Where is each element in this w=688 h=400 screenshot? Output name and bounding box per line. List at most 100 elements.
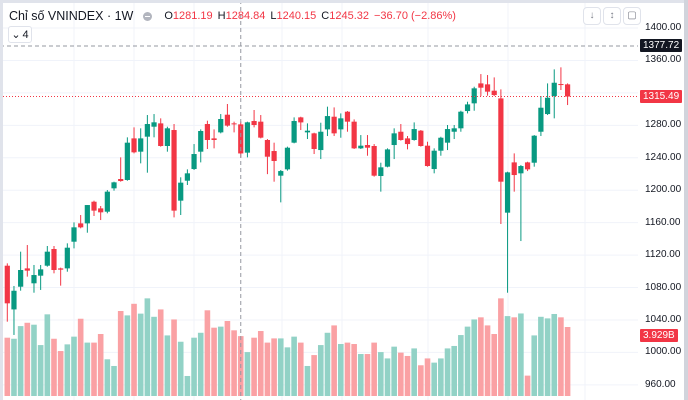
price-axis-label: 1120.00 bbox=[645, 249, 681, 261]
volume-bar bbox=[251, 337, 257, 396]
volume-bar bbox=[157, 309, 164, 396]
left-border bbox=[0, 0, 3, 400]
candle-body bbox=[338, 118, 344, 130]
collapse-indicators-button[interactable]: ⌄ 4 bbox=[8, 26, 32, 43]
candle-body bbox=[198, 130, 204, 152]
candle-body bbox=[464, 104, 471, 112]
candle-body bbox=[478, 83, 484, 88]
volume-bar bbox=[97, 334, 104, 396]
volume-bar bbox=[277, 338, 284, 396]
volume-bar bbox=[524, 375, 531, 396]
fullscreen-icon: ▢ bbox=[627, 10, 637, 21]
candle-body bbox=[431, 150, 437, 170]
volume-bar bbox=[391, 346, 397, 396]
candle-body bbox=[158, 123, 164, 147]
arrow-down-button[interactable]: ↓ bbox=[583, 7, 601, 25]
close-value: 1245.32 bbox=[329, 10, 369, 22]
volume-bar bbox=[64, 344, 71, 396]
market-status-icon[interactable] bbox=[143, 11, 153, 21]
symbol-title[interactable]: Chỉ số VNINDEX · 1W bbox=[9, 9, 134, 23]
candle-body bbox=[364, 145, 371, 148]
volume-bar bbox=[197, 332, 204, 396]
collapse-arrows-icon: ↕ bbox=[609, 10, 615, 21]
volume-bar bbox=[418, 365, 424, 396]
volume-bar bbox=[44, 314, 51, 396]
candle-body bbox=[231, 123, 237, 125]
candle-body bbox=[498, 98, 504, 182]
volume-bar bbox=[184, 375, 191, 396]
volume-bar bbox=[504, 316, 511, 396]
candle-body bbox=[291, 121, 297, 143]
candle-body bbox=[451, 128, 457, 132]
candle-body bbox=[98, 208, 104, 213]
candle-body bbox=[144, 124, 150, 137]
volume-bar bbox=[37, 345, 44, 396]
candle-body bbox=[391, 133, 397, 146]
candle-body bbox=[184, 173, 190, 181]
top-border bbox=[0, 0, 688, 3]
volume-bar bbox=[564, 327, 571, 396]
candle-body bbox=[124, 142, 130, 180]
last-volume-tag: 3.929B bbox=[640, 329, 678, 342]
right-scrollbar[interactable] bbox=[684, 0, 688, 400]
volume-bar bbox=[111, 365, 117, 396]
volume-bar bbox=[4, 337, 11, 396]
volume-bar bbox=[117, 311, 124, 396]
volume-bar bbox=[311, 355, 317, 396]
candle-body bbox=[491, 90, 497, 96]
low-label: L bbox=[270, 10, 277, 22]
candle-body bbox=[264, 139, 271, 157]
arrow-down-icon: ↓ bbox=[589, 10, 595, 21]
candle-body bbox=[558, 84, 564, 86]
volume-bar bbox=[257, 331, 264, 396]
price-chart[interactable] bbox=[0, 0, 640, 400]
candle-body bbox=[531, 135, 537, 163]
candle-body bbox=[398, 131, 404, 140]
volume-bar bbox=[358, 354, 364, 396]
volume-bar bbox=[137, 313, 144, 396]
volume-bar bbox=[17, 326, 24, 396]
price-axis-label: 1280.00 bbox=[645, 119, 682, 131]
volume-bar bbox=[431, 362, 437, 396]
volume-bar bbox=[11, 338, 17, 396]
indicator-count: 4 bbox=[22, 28, 29, 41]
volume-bar bbox=[424, 358, 431, 396]
candle-body bbox=[358, 145, 364, 149]
volume-bar bbox=[498, 298, 504, 396]
last-price-tag: 1315.49 bbox=[640, 90, 683, 103]
candle-body bbox=[251, 121, 257, 125]
low-value: 1240.15 bbox=[276, 10, 317, 22]
candle-body bbox=[404, 138, 411, 145]
volume-bar bbox=[384, 358, 391, 396]
volume-bar bbox=[544, 318, 551, 396]
candle-body bbox=[191, 154, 197, 170]
candle-body bbox=[164, 128, 170, 147]
volume-bar bbox=[84, 342, 91, 396]
volume-bar bbox=[371, 342, 377, 396]
fullscreen-button[interactable]: ▢ bbox=[623, 7, 641, 25]
candle-body bbox=[378, 167, 384, 177]
candle-body bbox=[471, 88, 477, 104]
volume-bar bbox=[331, 325, 337, 396]
candle-body bbox=[18, 270, 24, 287]
volume-bar bbox=[398, 352, 404, 396]
volume-bar bbox=[344, 342, 351, 396]
volume-bar bbox=[531, 335, 538, 396]
volume-bar bbox=[411, 348, 417, 396]
candle-body bbox=[91, 201, 97, 211]
candle-body bbox=[131, 138, 137, 153]
candle-body bbox=[371, 146, 377, 176]
candle-body bbox=[518, 166, 524, 174]
volume-bar bbox=[244, 352, 251, 396]
volume-bar bbox=[551, 313, 558, 396]
candle-body bbox=[384, 149, 391, 167]
price-axis-label: 1160.00 bbox=[645, 216, 681, 228]
collapse-button[interactable]: ↕ bbox=[603, 7, 621, 25]
candle-body bbox=[351, 121, 357, 149]
volume-bar bbox=[511, 317, 518, 396]
open-value: 1281.19 bbox=[172, 10, 213, 22]
volume-bar bbox=[71, 336, 77, 396]
volume-bar bbox=[31, 324, 37, 396]
